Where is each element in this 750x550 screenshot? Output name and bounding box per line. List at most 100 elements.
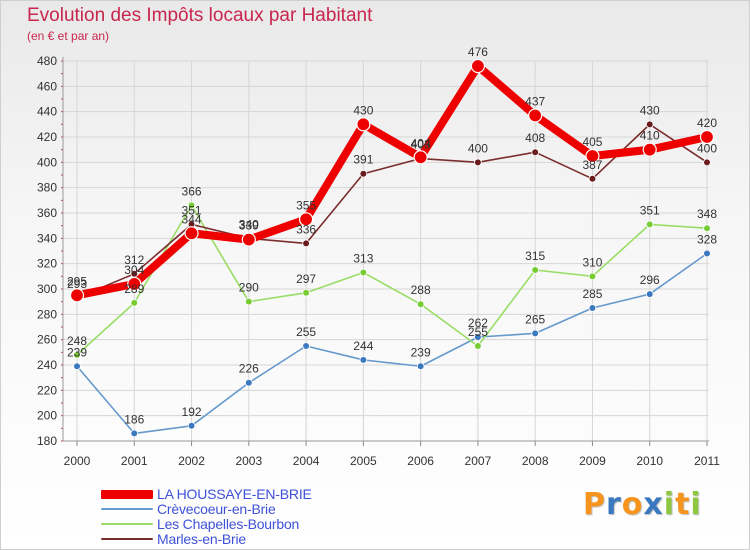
legend-swatch [101, 523, 153, 525]
legend-label: Crèvecoeur-en-Brie [157, 501, 276, 517]
y-tick-label: 340 [37, 231, 57, 245]
series-layer [69, 58, 715, 438]
data-point [241, 232, 256, 247]
logo-letter: i [690, 487, 702, 522]
data-point [588, 304, 597, 312]
proxiti-logo: Proxiti [583, 487, 702, 522]
x-tick-label: 2001 [121, 454, 148, 468]
y-tick-label: 240 [37, 358, 57, 372]
data-label: 408 [525, 131, 545, 145]
data-point [187, 421, 196, 430]
data-point [474, 342, 482, 350]
data-label: 244 [353, 339, 373, 353]
data-point [69, 288, 85, 303]
data-label: 387 [582, 158, 602, 172]
y-tick-label: 480 [37, 54, 57, 68]
data-label: 304 [124, 263, 144, 277]
data-label: 192 [182, 405, 202, 419]
legend-item-chapelles-bourbon: Les Chapelles-Bourbon [101, 516, 299, 532]
logo-letter: r [606, 487, 622, 522]
x-tick-label: 2010 [636, 454, 663, 468]
x-tick-label: 2004 [293, 454, 320, 468]
data-label: 328 [697, 233, 717, 247]
data-label: 410 [640, 129, 660, 143]
data-label: 312 [124, 253, 144, 267]
y-tick-label: 360 [37, 206, 57, 220]
data-label: 315 [525, 249, 545, 263]
y-tick-label: 200 [37, 409, 57, 423]
data-point [531, 329, 539, 338]
data-label: 351 [182, 203, 202, 217]
legend-item-marles-en-brie: Marles-en-Brie [101, 531, 246, 547]
data-point [127, 276, 142, 292]
data-label: 339 [239, 219, 259, 233]
data-label: 262 [468, 316, 488, 330]
data-point [642, 142, 657, 157]
x-tick-label: 2007 [465, 454, 492, 468]
series-line [76, 252, 708, 435]
legend-swatch [101, 508, 153, 510]
data-label: 430 [640, 103, 660, 117]
series-line [73, 62, 711, 300]
x-tick-label: 2009 [579, 454, 606, 468]
legend-swatch [101, 489, 153, 499]
data-label: 403 [411, 138, 431, 152]
y-tick-label: 280 [37, 307, 57, 321]
data-label: 239 [67, 345, 87, 359]
data-label: 336 [296, 222, 316, 236]
chart-title: Evolution des Impôts locaux par Habitant [27, 5, 373, 26]
y-tick-label: 220 [37, 383, 57, 397]
y-tick-label: 300 [37, 282, 57, 296]
data-point [302, 239, 310, 248]
data-label: 404 [411, 136, 431, 150]
x-tick-label: 2005 [350, 454, 377, 468]
data-point [703, 158, 711, 167]
data-label: 420 [697, 116, 717, 130]
data-label: 348 [697, 207, 717, 221]
data-point [356, 117, 371, 132]
data-point [585, 148, 600, 164]
data-label-layer: 239 186 192 226 255 244 239 262 265 285 296 328 248 2… [67, 45, 717, 426]
data-label: 289 [124, 282, 144, 296]
legend-swatch [101, 538, 153, 540]
series-line [76, 123, 708, 299]
data-label: 313 [353, 252, 373, 266]
data-point [645, 290, 654, 298]
data-label: 295 [67, 274, 87, 288]
data-point [645, 120, 654, 129]
data-point [413, 150, 428, 165]
data-point [130, 429, 139, 438]
data-label: 366 [182, 184, 202, 198]
data-label: 310 [582, 255, 602, 269]
chart-subtitle: (en € et par an) [27, 29, 110, 43]
data-label: 400 [697, 141, 717, 155]
data-label: 476 [468, 45, 488, 59]
data-label: 297 [296, 272, 316, 286]
data-point [474, 158, 482, 167]
data-point [699, 129, 715, 145]
y-tick-label: 420 [37, 130, 57, 144]
series-line [76, 204, 708, 356]
data-label: 290 [239, 281, 259, 295]
x-tick-label: 2011 [694, 454, 720, 468]
logo-letter: x [643, 487, 664, 522]
data-point [187, 201, 196, 210]
y-tick-label: 440 [37, 105, 57, 119]
data-point [588, 272, 597, 281]
logo-letter: P [583, 487, 606, 522]
data-point [416, 300, 425, 309]
data-point [531, 266, 539, 274]
data-label: 226 [239, 362, 259, 376]
data-label: 288 [411, 283, 431, 297]
logo-letter: i [663, 487, 676, 522]
data-point [703, 249, 711, 258]
y-tick-label: 400 [37, 155, 57, 169]
data-label: 391 [353, 153, 373, 167]
data-label: 296 [640, 273, 660, 287]
data-label: 344 [182, 212, 202, 226]
legend-item-la-houssaye: LA HOUSSAYE-EN-BRIE [101, 486, 312, 502]
x-tick-label: 2003 [235, 454, 262, 468]
data-label: 248 [67, 334, 87, 348]
data-point [359, 169, 368, 178]
